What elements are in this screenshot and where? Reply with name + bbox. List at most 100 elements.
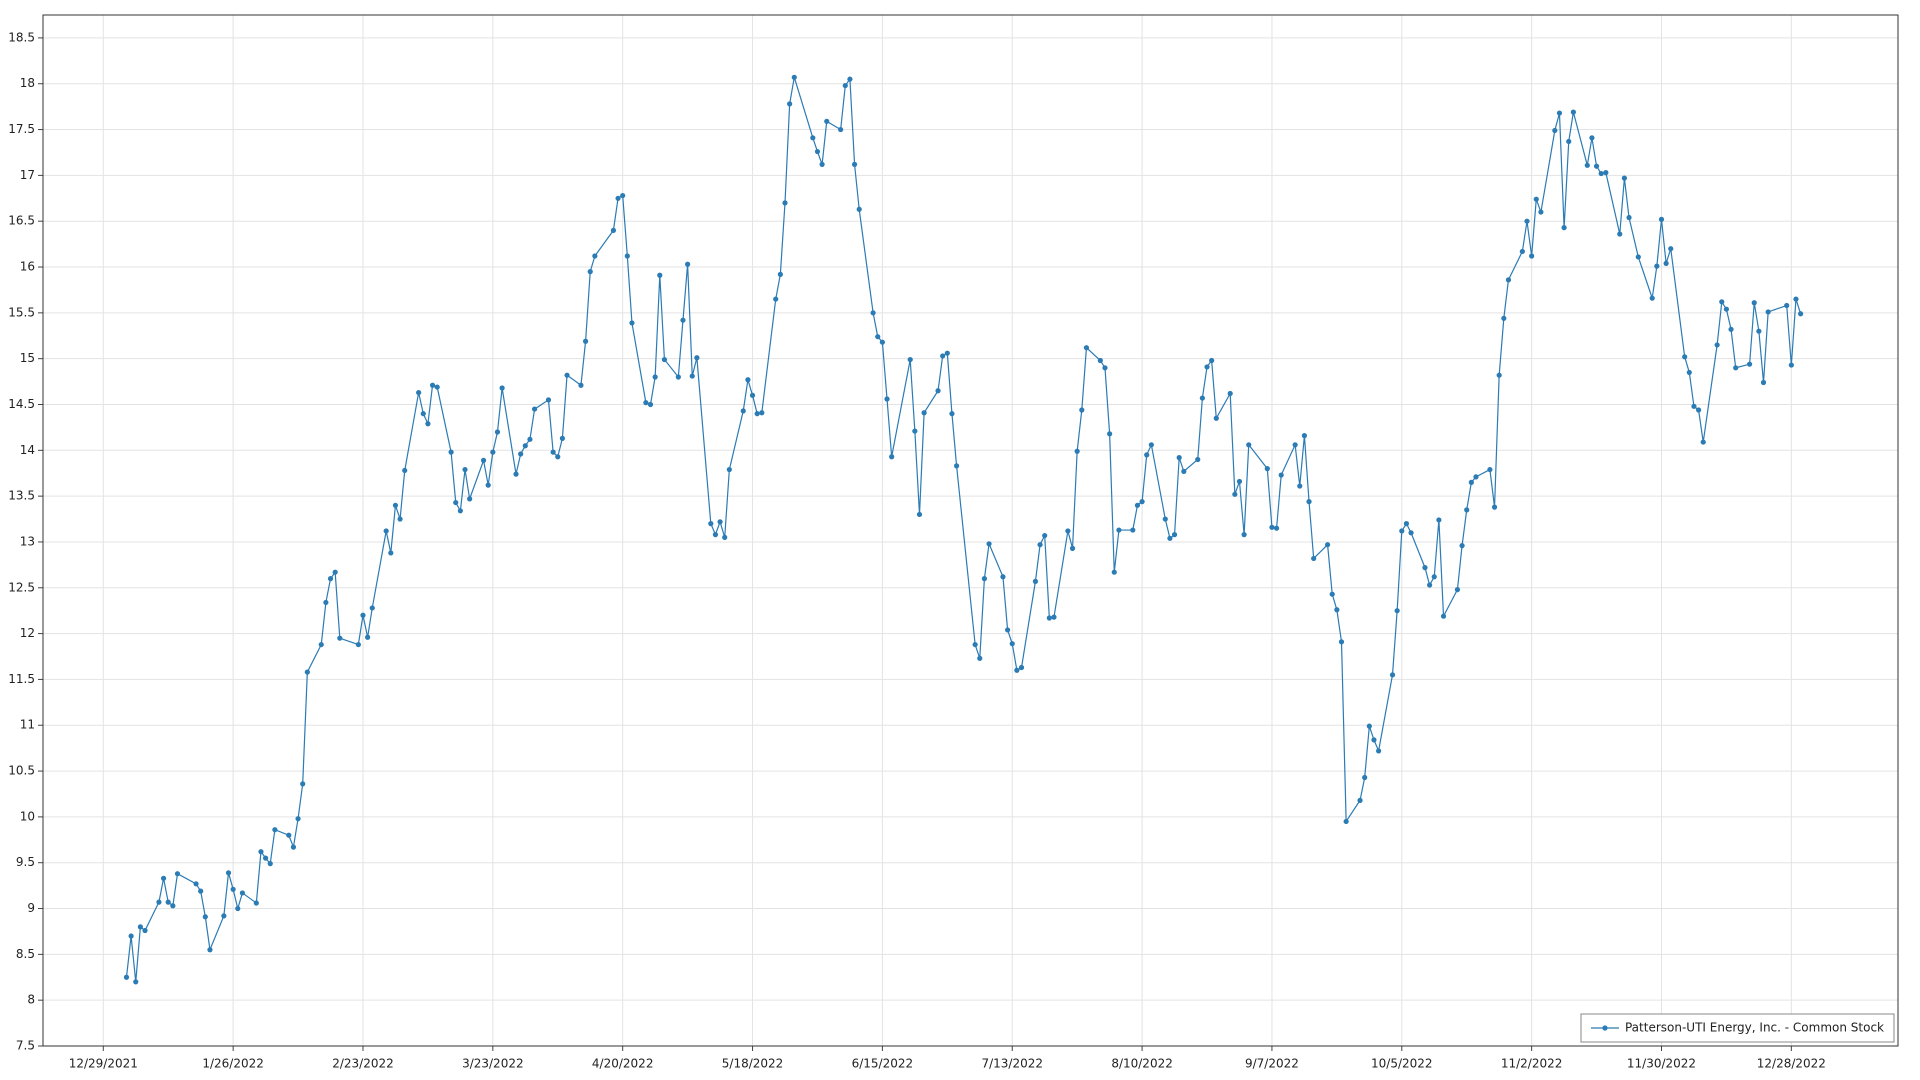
data-point <box>1116 527 1122 533</box>
data-point <box>582 338 589 344</box>
data-point <box>1700 439 1706 445</box>
data-point <box>490 449 496 455</box>
data-point <box>1241 532 1247 538</box>
data-point <box>160 875 167 881</box>
data-point <box>972 641 978 648</box>
series-line <box>125 77 1802 982</box>
data-point <box>545 397 552 403</box>
data-point <box>1134 502 1141 508</box>
data-point <box>1798 311 1804 317</box>
data-point <box>1626 214 1632 221</box>
data-point <box>712 532 719 538</box>
data-point <box>221 913 227 919</box>
data-point <box>1107 431 1113 437</box>
data-point <box>165 899 171 905</box>
data-point <box>717 519 723 525</box>
data-point <box>527 436 533 442</box>
y-tick-label: 18.5 <box>8 30 35 44</box>
data-point <box>295 816 301 822</box>
data-point <box>300 781 306 787</box>
data-point <box>1362 774 1368 781</box>
y-tick-label: 7.5 <box>16 1039 35 1053</box>
data-point <box>884 396 890 402</box>
data-point <box>1487 466 1493 473</box>
data-point <box>1570 109 1576 115</box>
data-point <box>258 849 264 855</box>
data-point <box>1162 516 1168 522</box>
data-point <box>1246 442 1252 448</box>
data-point <box>921 410 927 416</box>
data-point <box>559 435 566 441</box>
data-point <box>782 200 788 206</box>
data-point <box>263 855 269 861</box>
data-point <box>944 350 950 356</box>
data-point <box>1171 532 1178 538</box>
data-point <box>1037 542 1043 548</box>
data-point <box>1079 407 1085 413</box>
y-tick-label: 10 <box>20 809 35 823</box>
x-tick-label: 10/5/2022 <box>1371 1057 1433 1071</box>
data-point <box>1719 299 1725 305</box>
data-point <box>355 641 361 648</box>
data-point <box>1329 591 1335 597</box>
data-point <box>142 927 148 934</box>
data-point <box>1440 613 1447 619</box>
data-point <box>360 612 366 618</box>
x-tick-label: 8/10/2022 <box>1111 1057 1173 1071</box>
data-point <box>494 429 501 435</box>
data-point <box>1533 196 1539 202</box>
data-point <box>907 356 913 363</box>
data-point <box>879 339 885 345</box>
data-point <box>1236 478 1243 485</box>
data-point <box>726 466 732 473</box>
data-point <box>467 496 473 502</box>
data-point <box>1658 216 1665 222</box>
data-point <box>824 118 830 124</box>
data-point <box>272 827 278 833</box>
data-point <box>1366 723 1372 729</box>
data-point <box>1468 479 1474 485</box>
y-tick-label: 10.5 <box>8 764 35 778</box>
data-point <box>383 528 389 534</box>
data-point <box>694 355 700 361</box>
data-point <box>578 382 584 388</box>
y-tick-label: 16 <box>20 260 35 274</box>
y-tick-label: 15 <box>20 351 35 365</box>
data-point <box>1728 326 1734 332</box>
data-point <box>170 903 176 909</box>
data-point <box>1394 608 1400 614</box>
data-point <box>1209 357 1215 364</box>
data-point <box>754 411 760 417</box>
data-point <box>1389 672 1396 678</box>
legend-entry: Patterson-UTI Energy, Inc. - Common Stoc… <box>1590 1021 1884 1035</box>
data-point <box>949 411 955 417</box>
data-point <box>1009 641 1015 647</box>
data-point <box>337 635 343 641</box>
data-point <box>773 296 779 302</box>
data-point <box>453 499 459 506</box>
data-point <box>1765 309 1771 315</box>
data-point <box>847 76 853 82</box>
data-point <box>1051 614 1057 620</box>
data-point <box>1213 415 1219 421</box>
data-point <box>230 886 236 892</box>
data-point <box>953 463 960 469</box>
data-point <box>207 947 213 953</box>
data-point <box>1195 456 1201 463</box>
data-point <box>499 385 505 391</box>
y-tick-label: 17.5 <box>8 122 35 136</box>
data-point <box>1584 162 1590 168</box>
data-point <box>1148 442 1154 448</box>
y-tick-label: 17 <box>20 168 35 182</box>
y-tick-label: 11 <box>20 718 35 732</box>
data-point <box>235 905 241 912</box>
data-point <box>1505 277 1512 283</box>
data-point <box>327 576 334 582</box>
data-point <box>198 888 204 894</box>
data-point <box>838 126 844 133</box>
data-point <box>740 408 746 414</box>
data-point <box>1788 362 1794 368</box>
data-point <box>1273 525 1280 531</box>
data-point <box>133 979 139 985</box>
data-point <box>1176 455 1182 461</box>
